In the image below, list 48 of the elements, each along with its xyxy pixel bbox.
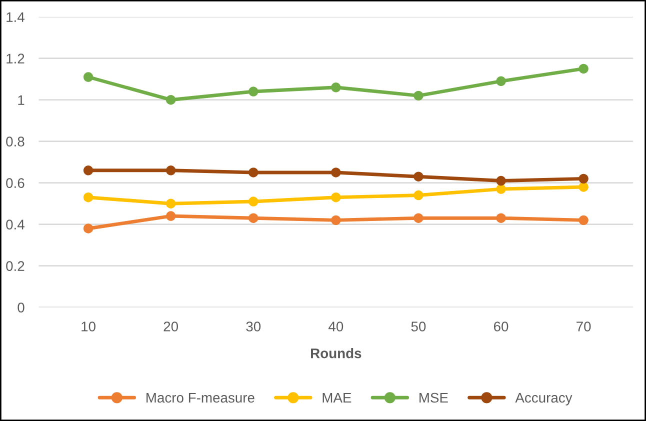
point xyxy=(83,224,94,234)
point xyxy=(578,182,588,192)
x-tick-label: 50 xyxy=(411,322,426,332)
point xyxy=(578,64,588,74)
y-tick-label: 0.4 xyxy=(6,220,24,230)
legend-label: MSE xyxy=(420,392,448,403)
point xyxy=(414,213,424,223)
point xyxy=(166,166,176,176)
point xyxy=(331,168,341,178)
point xyxy=(248,86,258,96)
point xyxy=(248,213,258,223)
y-tick-label: 0.6 xyxy=(6,178,24,188)
y-tick-label: 1.2 xyxy=(6,54,24,64)
point xyxy=(414,172,424,182)
x-tick-label: 70 xyxy=(576,322,591,332)
y-tick-label: 0.8 xyxy=(6,136,24,147)
point xyxy=(166,198,176,208)
point xyxy=(83,192,94,202)
point xyxy=(166,94,176,105)
y-tick-label: 0.2 xyxy=(6,261,24,271)
point xyxy=(331,215,341,226)
x-axis-title: Rounds xyxy=(311,348,362,358)
x-tick-label: 40 xyxy=(328,322,344,332)
y-tick-label: 1.4 xyxy=(6,12,24,22)
y-tick-label: 1 xyxy=(18,95,24,105)
x-tick-label: 60 xyxy=(494,322,508,332)
point xyxy=(578,215,588,226)
point xyxy=(496,184,506,194)
point xyxy=(83,166,94,176)
y-tick-label: 0 xyxy=(18,302,24,312)
point xyxy=(331,82,341,92)
point xyxy=(496,213,506,223)
x-tick-label: 20 xyxy=(164,322,178,332)
point xyxy=(496,176,506,186)
x-tick-label: 30 xyxy=(246,322,261,332)
point xyxy=(331,192,341,202)
legend-label: MAE xyxy=(322,392,352,403)
point xyxy=(248,168,258,178)
point xyxy=(248,196,258,206)
point xyxy=(83,72,94,82)
point xyxy=(414,190,424,200)
point xyxy=(166,211,176,221)
legend-label: Accuracy xyxy=(515,392,572,406)
point xyxy=(496,76,506,86)
point xyxy=(578,174,588,184)
point xyxy=(414,90,424,101)
legend-label: Macro F-measure xyxy=(146,392,254,403)
x-tick-label: 10 xyxy=(82,322,96,332)
